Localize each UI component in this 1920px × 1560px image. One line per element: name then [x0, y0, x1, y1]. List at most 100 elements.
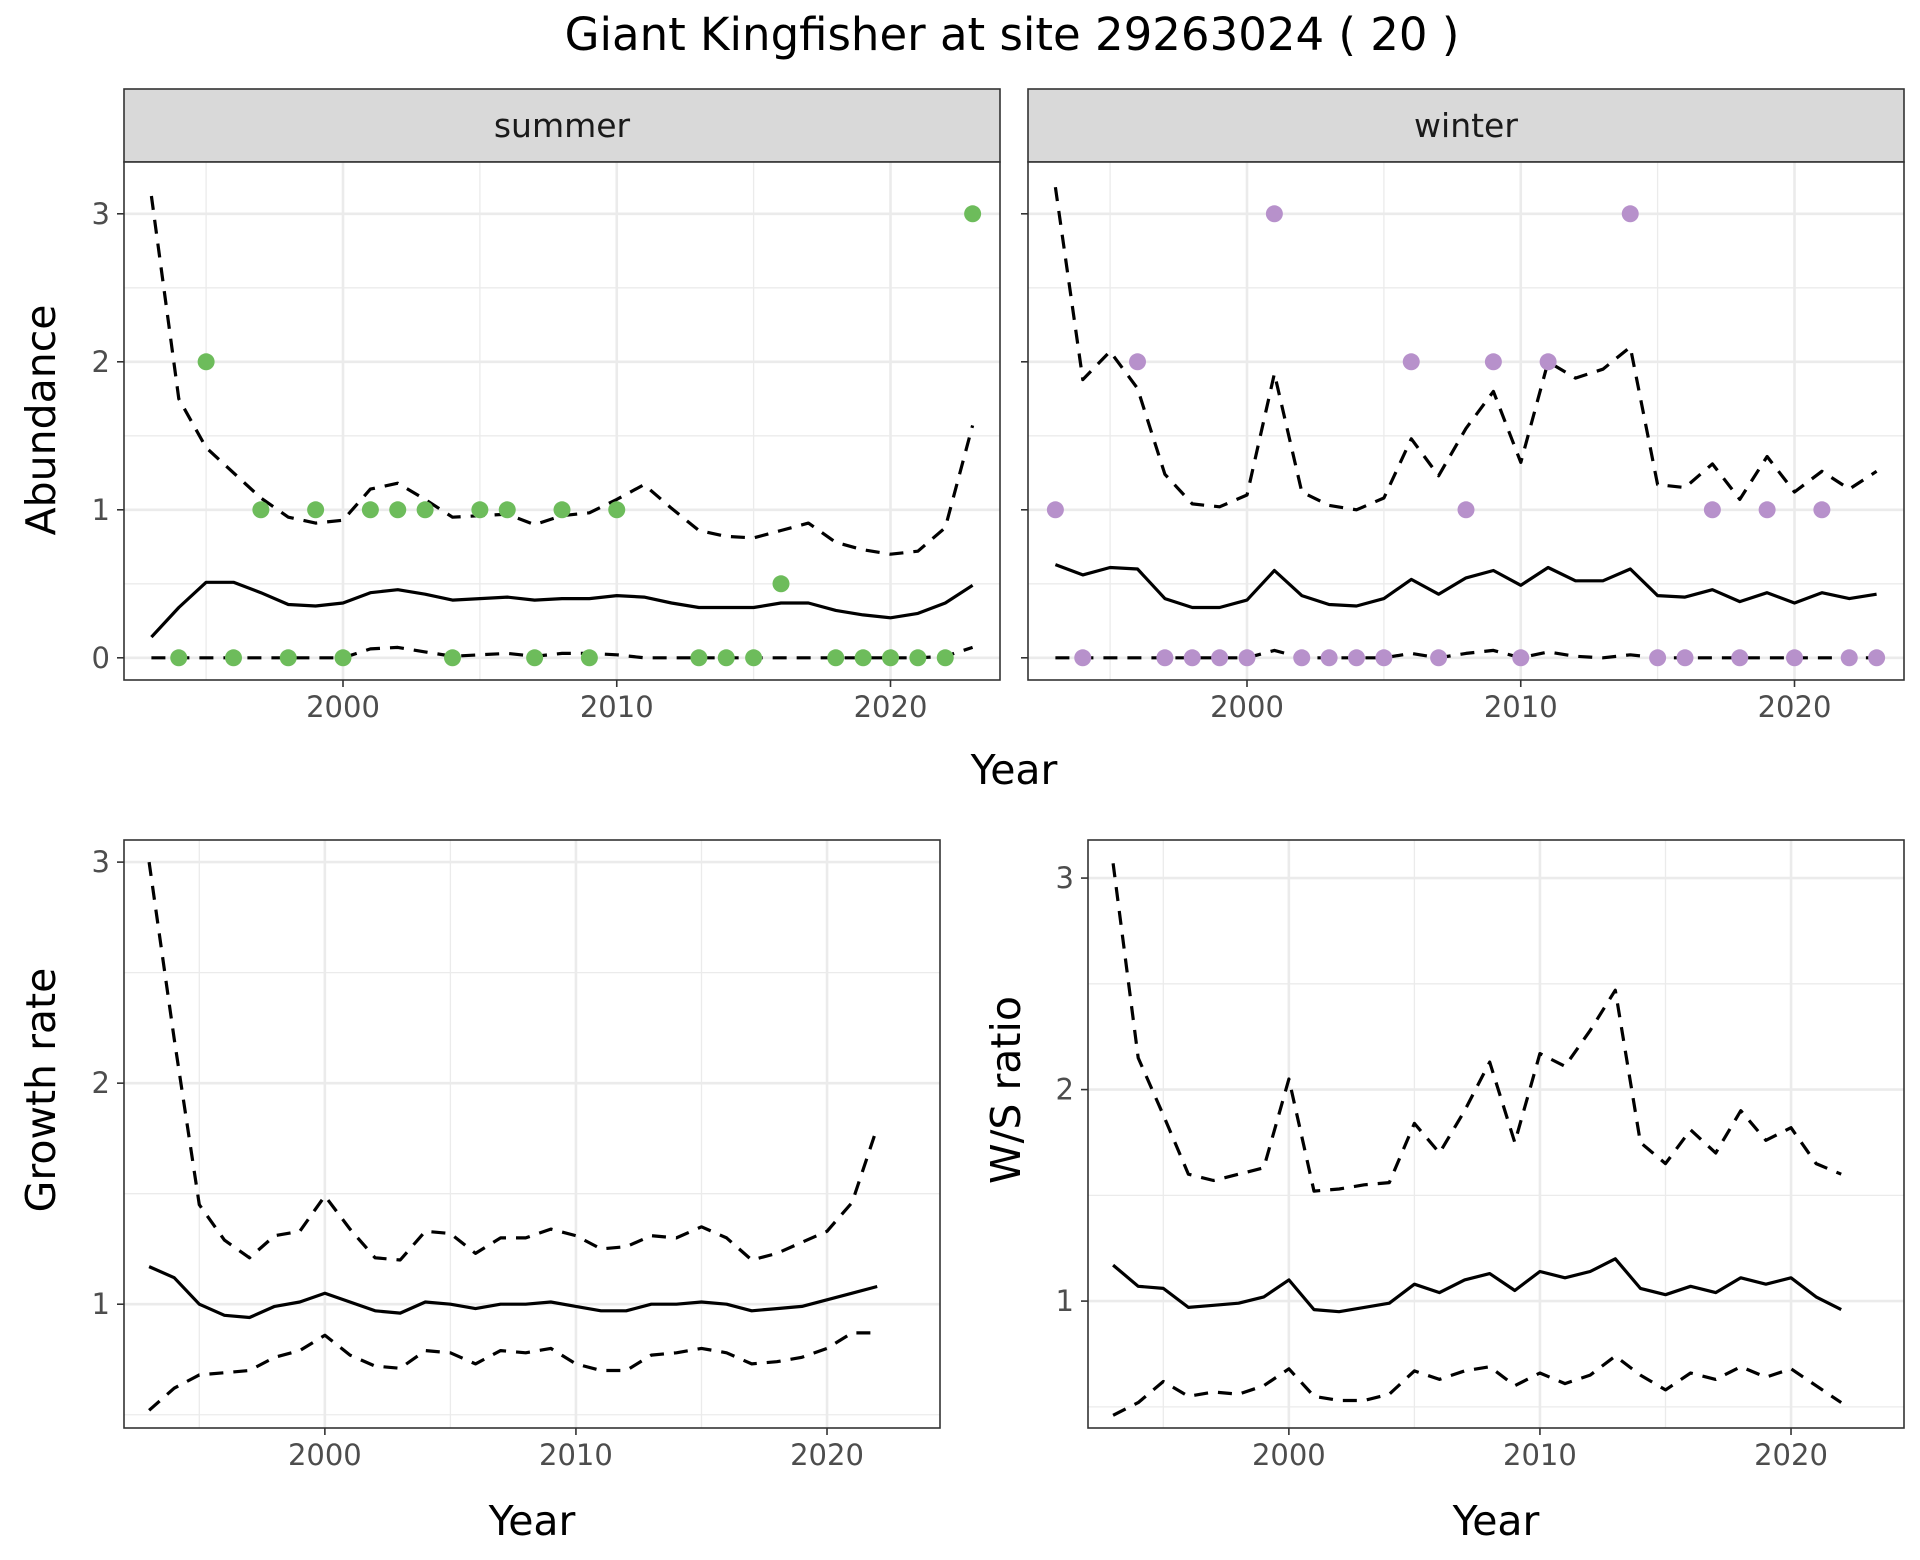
strip-label-summer: summer — [494, 106, 631, 145]
data-point — [334, 649, 352, 667]
data-point — [1265, 205, 1283, 223]
data-point — [444, 649, 461, 667]
data-point — [608, 501, 626, 519]
data-point — [964, 205, 982, 223]
data-point — [1457, 501, 1475, 519]
y-axis-title-ratio: W/S ratio — [982, 996, 1030, 1184]
y-tick-label: 3 — [1056, 861, 1074, 895]
data-point — [279, 649, 297, 667]
data-point — [580, 649, 598, 667]
data-point — [498, 501, 516, 519]
y-axis-title-abundance: Abundance — [17, 305, 65, 536]
series-line-upper-bound — [149, 195, 975, 556]
panel-background — [124, 162, 1000, 680]
x-tick-label: 2020 — [1754, 1438, 1828, 1472]
series-line-median — [1054, 563, 1877, 610]
data-point — [307, 501, 325, 519]
data-point — [1621, 205, 1639, 223]
x-tick-label: 2010 — [1503, 1438, 1577, 1472]
strip-winter — [1027, 88, 1905, 163]
data-point — [909, 649, 927, 667]
x-tick-label: 2010 — [580, 690, 654, 724]
y-axis-title-growth: Growth rate — [17, 968, 65, 1213]
data-point — [1731, 649, 1749, 667]
data-point — [1649, 649, 1667, 667]
y-tick-label: 2 — [92, 345, 110, 379]
y-tick-label: 1 — [92, 493, 110, 527]
series-line-lower-bound — [148, 1331, 878, 1412]
panel-background — [1028, 162, 1904, 680]
x-axis-title-ratio: Year — [1452, 1497, 1540, 1545]
data-point — [1703, 501, 1721, 519]
data-point — [1320, 649, 1338, 667]
data-point — [772, 575, 790, 593]
y-tick-label: 1 — [1056, 1284, 1074, 1318]
data-point — [1786, 649, 1803, 667]
data-point — [745, 649, 763, 667]
strip-label-winter: winter — [1414, 106, 1518, 145]
data-point — [1868, 649, 1886, 667]
data-point — [1238, 649, 1256, 667]
data-point — [1484, 353, 1502, 371]
x-tick-label: 2010 — [1484, 690, 1558, 724]
series-line-lower-bound — [151, 645, 974, 660]
data-point — [252, 501, 270, 519]
data-point — [1402, 353, 1420, 371]
data-point — [416, 501, 434, 519]
x-tick-label: 2010 — [539, 1438, 613, 1472]
data-point — [1758, 501, 1776, 519]
data-point — [1074, 649, 1092, 667]
panel-background — [1088, 840, 1904, 1428]
data-point — [471, 501, 489, 519]
y-tick-label: 3 — [92, 197, 110, 231]
series-line-lower-bound — [1112, 1354, 1843, 1417]
data-point — [1375, 649, 1393, 667]
data-point — [1840, 649, 1858, 667]
data-point — [1676, 649, 1694, 667]
y-tick-label: 3 — [92, 845, 110, 879]
x-axis-title-growth: Year — [488, 1497, 576, 1545]
x-tick-label: 2020 — [1758, 690, 1832, 724]
data-point — [1129, 353, 1146, 371]
data-point — [526, 649, 544, 667]
data-point — [1512, 649, 1530, 667]
series-line-upper-bound — [1053, 186, 1878, 512]
data-point — [1813, 501, 1831, 519]
data-point — [717, 649, 735, 667]
data-point — [225, 649, 242, 667]
data-point — [1430, 649, 1448, 667]
data-point — [1211, 649, 1229, 667]
data-point — [1156, 649, 1174, 667]
series-line-median — [1112, 1257, 1842, 1314]
panel-summer: 2000 2010 2020 0 1 2 3 — [92, 161, 1001, 724]
panel-border — [1027, 161, 1905, 681]
x-tick-label: 2000 — [1210, 690, 1284, 724]
y-tick-label: 2 — [92, 1066, 110, 1100]
data-point — [1348, 649, 1365, 667]
data-point — [690, 649, 708, 667]
panel-border — [123, 161, 1001, 681]
x-axis-title-top: Year — [970, 746, 1058, 794]
data-point — [1539, 353, 1557, 371]
chart-title: Giant Kingfisher at site 29263024 ( 20 ) — [565, 8, 1460, 61]
panel-growth-rate: 2000 2010 2020 1 2 3 — [92, 839, 941, 1472]
panel-ws-ratio: 2000 2010 2020 1 2 3 — [1056, 839, 1905, 1472]
panel-winter: 2000 2010 2020 — [1021, 161, 1905, 724]
data-point — [553, 501, 571, 519]
y-tick-label: 2 — [1056, 1073, 1074, 1107]
data-point — [389, 501, 407, 519]
data-point — [827, 649, 845, 667]
series-line-upper-bound — [1111, 863, 1842, 1193]
x-tick-label: 2000 — [306, 690, 380, 724]
data-point — [1046, 501, 1064, 519]
series-line-median — [150, 580, 974, 639]
panel-border — [123, 839, 941, 1429]
data-point — [882, 649, 899, 667]
series-line-lower-bound — [1055, 648, 1877, 660]
data-point — [854, 649, 872, 667]
data-point — [1183, 649, 1201, 667]
panel-border — [1087, 839, 1905, 1429]
x-tick-label: 2020 — [854, 690, 928, 724]
data-point — [1293, 649, 1311, 667]
